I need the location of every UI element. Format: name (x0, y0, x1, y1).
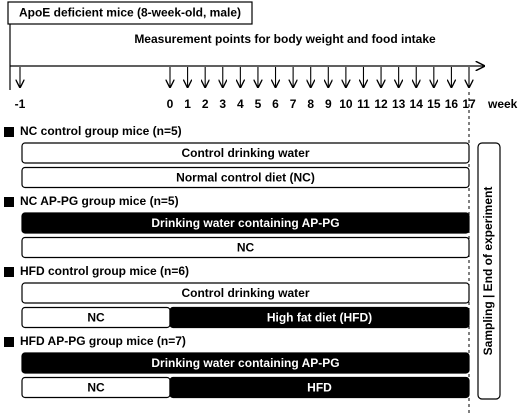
week-label: 10 (339, 97, 353, 111)
week-label: 11 (357, 97, 370, 111)
week-label: 13 (392, 97, 406, 111)
timeline-label: Measurement points for body weight and f… (134, 32, 436, 46)
bar-segment (21, 212, 470, 234)
bar-segment (21, 282, 470, 304)
bar-label: Control drinking water (181, 286, 309, 300)
week-label: 8 (307, 97, 314, 111)
group-bullet (4, 197, 14, 207)
week-label: 7 (290, 97, 297, 111)
bar-label: High fat diet (HFD) (267, 311, 372, 325)
group-title: NC AP-PG group mice (n=5) (20, 194, 179, 208)
week-label: 4 (237, 97, 244, 111)
week-label: 12 (374, 97, 388, 111)
bar-label: Normal control diet (NC) (176, 171, 315, 185)
week-label: 14 (410, 97, 424, 111)
week-label: 9 (325, 97, 332, 111)
group-bullet (4, 337, 14, 347)
bar-label: NC (87, 381, 105, 395)
week-label: 0 (167, 97, 174, 111)
group-bullet (4, 127, 14, 137)
week-label: 2 (202, 97, 209, 111)
week-label: -1 (15, 97, 26, 111)
bar-segment (169, 306, 470, 329)
bar-segment (21, 142, 470, 164)
week-label: 1 (184, 97, 191, 111)
bar-label: NC (87, 311, 105, 325)
week-label: 16 (445, 97, 459, 111)
endpoint-label: Sampling | End of experiment (481, 187, 495, 356)
bar-label: Control drinking water (181, 146, 309, 160)
bar-label: Drinking water containing AP-PG (151, 216, 339, 230)
group-title: HFD control group mice (n=6) (20, 264, 189, 278)
group-title: NC control group mice (n=5) (20, 124, 182, 138)
header-box (7, 1, 253, 25)
timeline-unit: week (487, 97, 518, 111)
bar-segment (21, 166, 470, 189)
week-label: 17 (462, 97, 476, 111)
week-label: 6 (272, 97, 279, 111)
group-title: HFD AP-PG group mice (n=7) (20, 334, 186, 348)
bar-label: Drinking water containing AP-PG (151, 356, 339, 370)
bar-segment (21, 236, 470, 259)
bar-label: HFD (307, 381, 332, 395)
week-label: 3 (219, 97, 226, 111)
bar-segment (169, 376, 470, 399)
week-label: 15 (427, 97, 441, 111)
bar-label: NC (237, 241, 255, 255)
bar-segment (21, 352, 470, 374)
endpoint-box (477, 142, 501, 400)
week-label: 5 (255, 97, 262, 111)
header-title: ApoE deficient mice (8-week-old, male) (19, 6, 241, 20)
group-bullet (4, 267, 14, 277)
